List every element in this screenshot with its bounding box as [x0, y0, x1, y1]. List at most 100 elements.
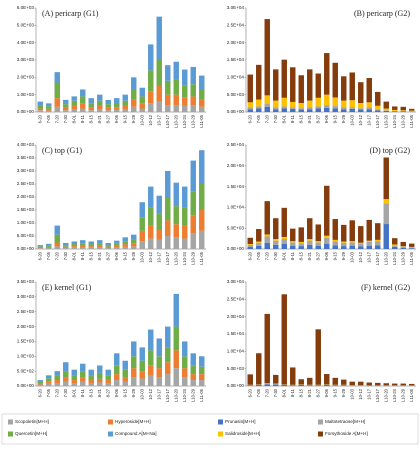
x-tick-label: 10-17 — [156, 114, 161, 125]
bar-segment — [157, 338, 162, 356]
x-tick-label: 8-15 — [298, 388, 303, 397]
bar-segment — [290, 367, 295, 384]
bar-segment — [55, 83, 60, 99]
bar-segment — [191, 233, 196, 249]
bar-segment — [248, 244, 253, 245]
x-tick-label: 8-27 — [315, 388, 320, 397]
x-tick-label: L11-05 — [199, 114, 204, 127]
bar-segment — [384, 110, 389, 111]
x-tick-label: L10-17 — [375, 114, 380, 128]
bar-segment — [316, 241, 321, 242]
bar-segment — [174, 183, 179, 206]
bar-segment — [55, 383, 60, 386]
bar-segment — [140, 231, 145, 241]
bar-segment — [38, 105, 43, 108]
bar-segment — [148, 330, 153, 351]
bar-segment — [256, 106, 261, 108]
bar-segment — [63, 100, 68, 104]
x-tick-label: 10-12 — [358, 251, 363, 262]
legend-swatch — [318, 420, 323, 425]
x-tick-label: 8-11 — [80, 114, 85, 123]
bar-segment — [350, 100, 355, 107]
bar-segment — [290, 242, 295, 245]
bar-segment — [182, 187, 187, 208]
y-tick-label: 5.0E+03 — [17, 23, 35, 28]
x-tick-label: 8-27 — [315, 114, 320, 123]
bar-segment — [114, 98, 119, 103]
bar-segment — [191, 353, 196, 365]
bar-segment — [72, 101, 77, 106]
bar-segment — [299, 246, 304, 249]
bar-segment — [265, 19, 270, 95]
x-tick-label: L10-24 — [182, 114, 187, 128]
x-tick-label: 10-17 — [366, 114, 371, 125]
x-tick-label: L11-05 — [409, 114, 414, 127]
x-tick-label: L11-05 — [409, 388, 414, 401]
y-tick-label: 2.5E+04 — [227, 297, 245, 302]
bar-segment — [46, 109, 51, 111]
bar-segment — [367, 78, 372, 102]
bar-segment — [324, 53, 329, 95]
bar-segment — [324, 95, 329, 105]
bar-segment — [367, 241, 372, 242]
bar-segment — [38, 102, 43, 105]
bar-segment — [265, 384, 270, 386]
bar-segment — [97, 106, 102, 109]
bar-segment — [273, 239, 278, 241]
x-tick-label: 7-20 — [54, 251, 59, 260]
panel-title: (C) top (G1) — [42, 146, 82, 155]
y-tick-label: 0.0E+00 — [227, 109, 245, 114]
bar-segment — [106, 380, 111, 383]
panel-title: (D) top (G2) — [370, 146, 411, 155]
y-tick-label: 0.0E+00 — [17, 383, 35, 388]
bar-segment — [131, 100, 136, 107]
bar-segment — [316, 109, 321, 112]
bar-segment — [157, 377, 162, 386]
bar-segment — [409, 384, 414, 385]
y-tick-label: 1.5E+04 — [227, 184, 245, 189]
legend-swatch — [218, 432, 223, 437]
bar-segment — [282, 60, 287, 98]
bar-segment — [358, 382, 363, 385]
bar-segment — [174, 368, 179, 386]
bar-segment — [157, 368, 162, 377]
bar-segment — [409, 244, 414, 247]
bar-segment — [290, 246, 295, 249]
bar-segment — [384, 109, 389, 111]
bar-segment — [324, 238, 329, 244]
bar-segment — [46, 246, 51, 247]
bar-segment — [63, 108, 68, 111]
bar-segment — [182, 85, 187, 97]
x-tick-label: L10-29 — [400, 388, 405, 402]
bar-segment — [182, 207, 187, 225]
bar-segment — [182, 70, 187, 86]
bar-segment — [63, 110, 68, 112]
bar-segment — [106, 104, 111, 107]
bar-segment — [290, 229, 295, 241]
bar-segment — [324, 105, 329, 108]
x-tick-label: 8-27 — [105, 251, 110, 260]
bar-segment — [174, 62, 179, 79]
y-tick-label: 2.5E+04 — [227, 142, 245, 147]
panel-title: (A) pericarp (G1) — [42, 9, 99, 18]
bar-segment — [307, 107, 312, 109]
bar-segment — [341, 109, 346, 112]
legend-label: Maltotetraose[M+H] — [325, 419, 365, 424]
bar-segment — [148, 226, 153, 239]
x-tick-label: 7-05 — [256, 114, 261, 123]
bar-segment — [324, 108, 329, 112]
bar-segment — [290, 102, 295, 107]
bar-segment — [89, 370, 94, 376]
bar-segment — [140, 218, 145, 231]
bar-segment — [273, 245, 278, 249]
bar-segment — [299, 110, 304, 112]
bar-segment — [375, 110, 380, 112]
bar-segment — [375, 92, 380, 106]
bar-segment — [282, 98, 287, 107]
bar-segment — [341, 107, 346, 109]
x-tick-label: 10-17 — [366, 251, 371, 262]
bar-segment — [265, 243, 270, 249]
bar-segment — [148, 365, 153, 375]
panel-title: (B) pericarp (G2) — [354, 9, 410, 18]
bar-segment — [140, 379, 145, 386]
